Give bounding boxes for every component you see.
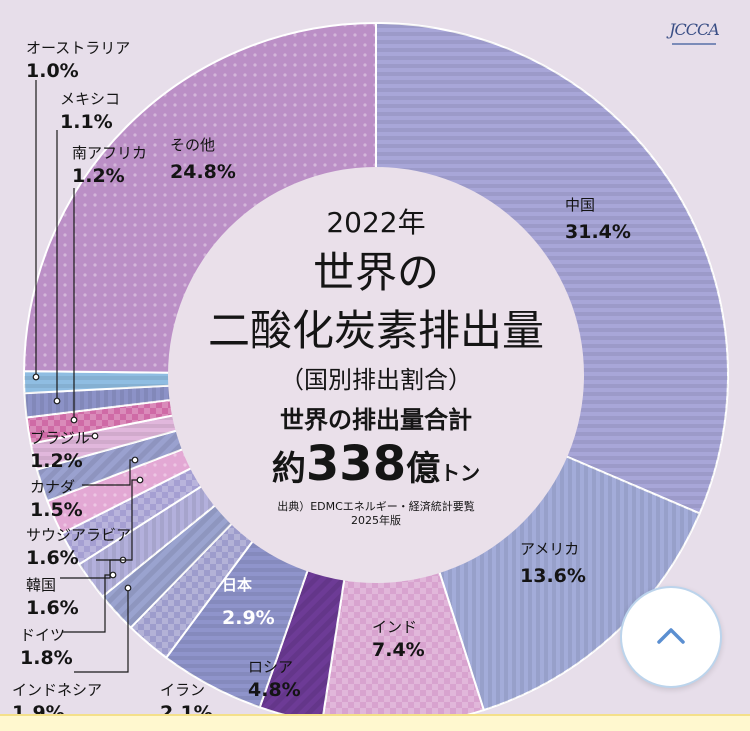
slice-value-メキシコ: 1.1% xyxy=(60,111,113,133)
leader-dot-ブラジル xyxy=(91,432,99,440)
bottom-notice-bar xyxy=(0,714,750,731)
slice-label-中国: 中国 xyxy=(565,196,595,214)
slice-label-日本: 日本 xyxy=(222,576,252,594)
slice-label-サウジアラビア: サウジアラビア xyxy=(26,526,131,544)
leader-line-ドイツ xyxy=(62,574,113,633)
slice-label-南アフリカ: 南アフリカ xyxy=(72,144,147,162)
scroll-to-top-button[interactable] xyxy=(620,586,722,688)
slice-value-中国: 31.4% xyxy=(565,221,631,243)
slice-label-カナダ: カナダ xyxy=(30,478,75,496)
slice-value-ドイツ: 1.8% xyxy=(20,647,73,669)
center-subtitle: （国別排出割合） xyxy=(280,366,472,394)
slice-value-韓国: 1.6% xyxy=(26,597,79,619)
center-total-number: 338 xyxy=(306,436,406,492)
leader-dot-メキシコ xyxy=(53,397,61,405)
slice-value-ロシア: 4.8% xyxy=(248,679,301,701)
slice-label-韓国: 韓国 xyxy=(26,576,56,594)
leader-line-サウジアラビア xyxy=(96,479,140,561)
slice-value-サウジアラビア: 1.6% xyxy=(26,547,79,569)
leader-dot-インドネシア xyxy=(124,584,132,592)
logo-underline xyxy=(672,43,716,45)
jccca-logo: JCCCA xyxy=(664,16,724,54)
center-title-line1: 世界の xyxy=(313,248,439,297)
leader-line-インドネシア xyxy=(74,588,129,673)
center-year: 2022年 xyxy=(326,206,425,239)
slice-label-ロシア: ロシア xyxy=(248,658,293,676)
slice-label-アメリカ: アメリカ xyxy=(520,540,579,558)
slice-label-ブラジル: ブラジル xyxy=(30,429,90,447)
slice-value-アメリカ: 13.6% xyxy=(520,565,586,587)
chevron-up-icon xyxy=(657,628,685,644)
slice-value-カナダ: 1.5% xyxy=(30,499,83,521)
leader-dot-ドイツ xyxy=(109,571,117,579)
slice-value-日本: 2.9% xyxy=(222,607,275,629)
center-total-prefix: 約 xyxy=(272,449,306,489)
leader-dot-南アフリカ xyxy=(70,416,78,424)
center-total-unit-small: トン xyxy=(440,461,480,485)
logo-text: JCCCA xyxy=(669,20,720,39)
slice-label-インド: インド xyxy=(372,618,417,636)
center-title-line2: 二酸化炭素排出量 xyxy=(208,306,544,355)
slice-label-メキシコ: メキシコ xyxy=(60,90,120,108)
slice-value-オーストラリア: 1.0% xyxy=(26,60,79,82)
center-total-unit-big: 億 xyxy=(406,449,440,489)
leader-dot-オーストラリア xyxy=(32,373,40,381)
slice-value-インド: 7.4% xyxy=(372,639,425,661)
slice-value-その他: 24.8% xyxy=(170,161,236,183)
slice-label-オーストラリア: オーストラリア xyxy=(26,39,130,57)
center-source-line2: 2025年版 xyxy=(351,513,401,527)
center-total-value: 約338億トン xyxy=(272,436,480,492)
center-source-line1: 出典）EDMCエネルギー・経済統計要覧 xyxy=(277,499,475,513)
slice-label-その他: その他 xyxy=(170,136,215,154)
slice-value-ブラジル: 1.2% xyxy=(30,450,83,472)
slice-label-ドイツ: ドイツ xyxy=(20,626,65,644)
leader-dot-サウジアラビア xyxy=(136,476,144,484)
center-total-label: 世界の排出量合計 xyxy=(280,406,472,434)
slice-label-イラン: イラン xyxy=(160,681,205,699)
donut-center xyxy=(168,167,584,583)
leader-dot-カナダ xyxy=(131,456,139,464)
slice-value-南アフリカ: 1.2% xyxy=(72,165,125,187)
slice-label-インドネシア: インドネシア xyxy=(12,681,102,699)
